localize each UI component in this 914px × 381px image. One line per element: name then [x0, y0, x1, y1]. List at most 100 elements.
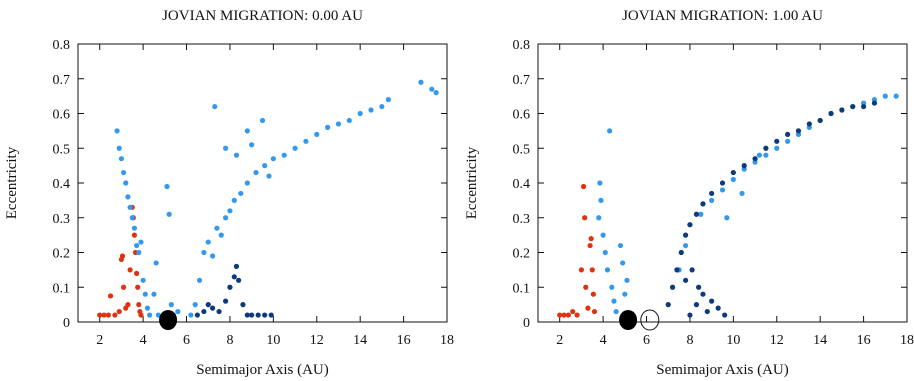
data-point — [700, 291, 706, 297]
data-point — [142, 291, 148, 297]
data-point — [188, 312, 194, 318]
y-tick-label: 0.7 — [53, 73, 71, 88]
data-point — [719, 187, 726, 193]
y-tick-label: 0 — [523, 316, 530, 331]
data-point — [136, 249, 142, 256]
data-point — [223, 215, 229, 221]
data-point — [201, 249, 207, 256]
data-point — [700, 201, 706, 207]
plot-frame — [77, 43, 448, 323]
data-point — [268, 312, 274, 318]
data-point — [240, 302, 246, 308]
y-tick-label: 0.2 — [513, 247, 531, 262]
data-point — [325, 124, 331, 130]
y-tick-label: 0.1 — [53, 281, 71, 296]
data-point — [123, 180, 129, 186]
x-tick-label: 12 — [310, 333, 324, 348]
planet-marker — [619, 310, 638, 330]
data-point — [346, 117, 352, 124]
data-point — [116, 145, 122, 151]
y-tick-label: 0.5 — [53, 142, 71, 157]
data-point — [429, 86, 435, 92]
data-point — [687, 312, 693, 318]
data-point — [600, 232, 606, 238]
data-point — [196, 277, 203, 283]
data-point — [120, 169, 127, 176]
data-point — [433, 90, 439, 96]
data-point — [589, 267, 595, 273]
x-tick-label: 6 — [183, 333, 190, 348]
x-tick-label: 16 — [397, 333, 411, 348]
data-point — [774, 138, 780, 144]
data-point — [609, 284, 615, 290]
data-point — [164, 183, 170, 190]
data-point — [828, 110, 834, 117]
x-tick-label: 8 — [226, 333, 233, 348]
data-point — [561, 312, 567, 318]
data-point — [227, 284, 233, 290]
chart-title: JOVIAN MIGRATION: 0.00 AU — [162, 8, 363, 24]
data-point — [570, 308, 576, 315]
data-point — [704, 308, 710, 315]
data-point — [724, 215, 730, 221]
data-point — [335, 121, 342, 127]
x-tick-label: 4 — [600, 333, 607, 348]
data-point — [617, 242, 624, 249]
data-point — [817, 117, 823, 124]
data-point — [624, 277, 630, 283]
data-point — [249, 142, 255, 148]
x-axis-label: Semimajor Axis (AU) — [196, 362, 329, 378]
panel-left: JOVIAN MIGRATION: 0.00 AU 0 0.1 0.2 0.3 0.4 0.… — [4, 8, 454, 378]
y-tick-label: 0.4 — [513, 177, 531, 192]
x-tick-label: 18 — [440, 333, 454, 348]
data-point — [587, 242, 593, 249]
data-point — [244, 312, 250, 318]
data-point — [151, 291, 157, 297]
data-point — [270, 156, 276, 162]
data-point — [212, 103, 218, 110]
x-tick-label: 2 — [556, 333, 563, 348]
data-point — [125, 302, 131, 308]
data-point — [101, 312, 107, 318]
x-axis-label: Semimajor Axis (AU) — [656, 362, 789, 378]
data-point — [588, 236, 594, 242]
data-point — [129, 215, 135, 221]
data-point — [227, 208, 233, 214]
data-point — [175, 308, 181, 315]
data-point — [127, 204, 133, 210]
data-point — [205, 302, 211, 308]
data-point — [683, 277, 689, 283]
data-point — [598, 197, 604, 203]
data-point — [795, 128, 802, 134]
data-point — [602, 249, 608, 256]
data-point — [860, 103, 867, 110]
data-point — [262, 163, 268, 169]
data-point — [678, 249, 684, 256]
data-point — [244, 180, 250, 186]
data-point — [231, 274, 237, 280]
data-point — [774, 145, 780, 151]
data-point — [233, 263, 240, 269]
data-point — [131, 232, 138, 238]
data-point — [131, 225, 138, 231]
data-point — [565, 312, 571, 318]
data-point — [613, 308, 619, 315]
data-point — [709, 190, 715, 197]
data-point — [709, 298, 715, 304]
y-tick-label: 0.6 — [53, 108, 71, 123]
data-point — [253, 169, 259, 176]
data-point — [574, 312, 580, 318]
data-point — [114, 128, 120, 134]
data-point — [741, 163, 747, 169]
data-point — [368, 107, 374, 113]
data-point — [266, 173, 272, 179]
data-point — [136, 302, 142, 308]
data-point — [683, 232, 689, 238]
data-point — [135, 284, 141, 290]
data-point — [580, 183, 587, 190]
x-tick-label: 14 — [813, 333, 827, 348]
data-point — [223, 145, 229, 151]
data-point — [578, 267, 585, 273]
x-tick-label: 10 — [726, 333, 740, 348]
data-point — [693, 302, 700, 308]
